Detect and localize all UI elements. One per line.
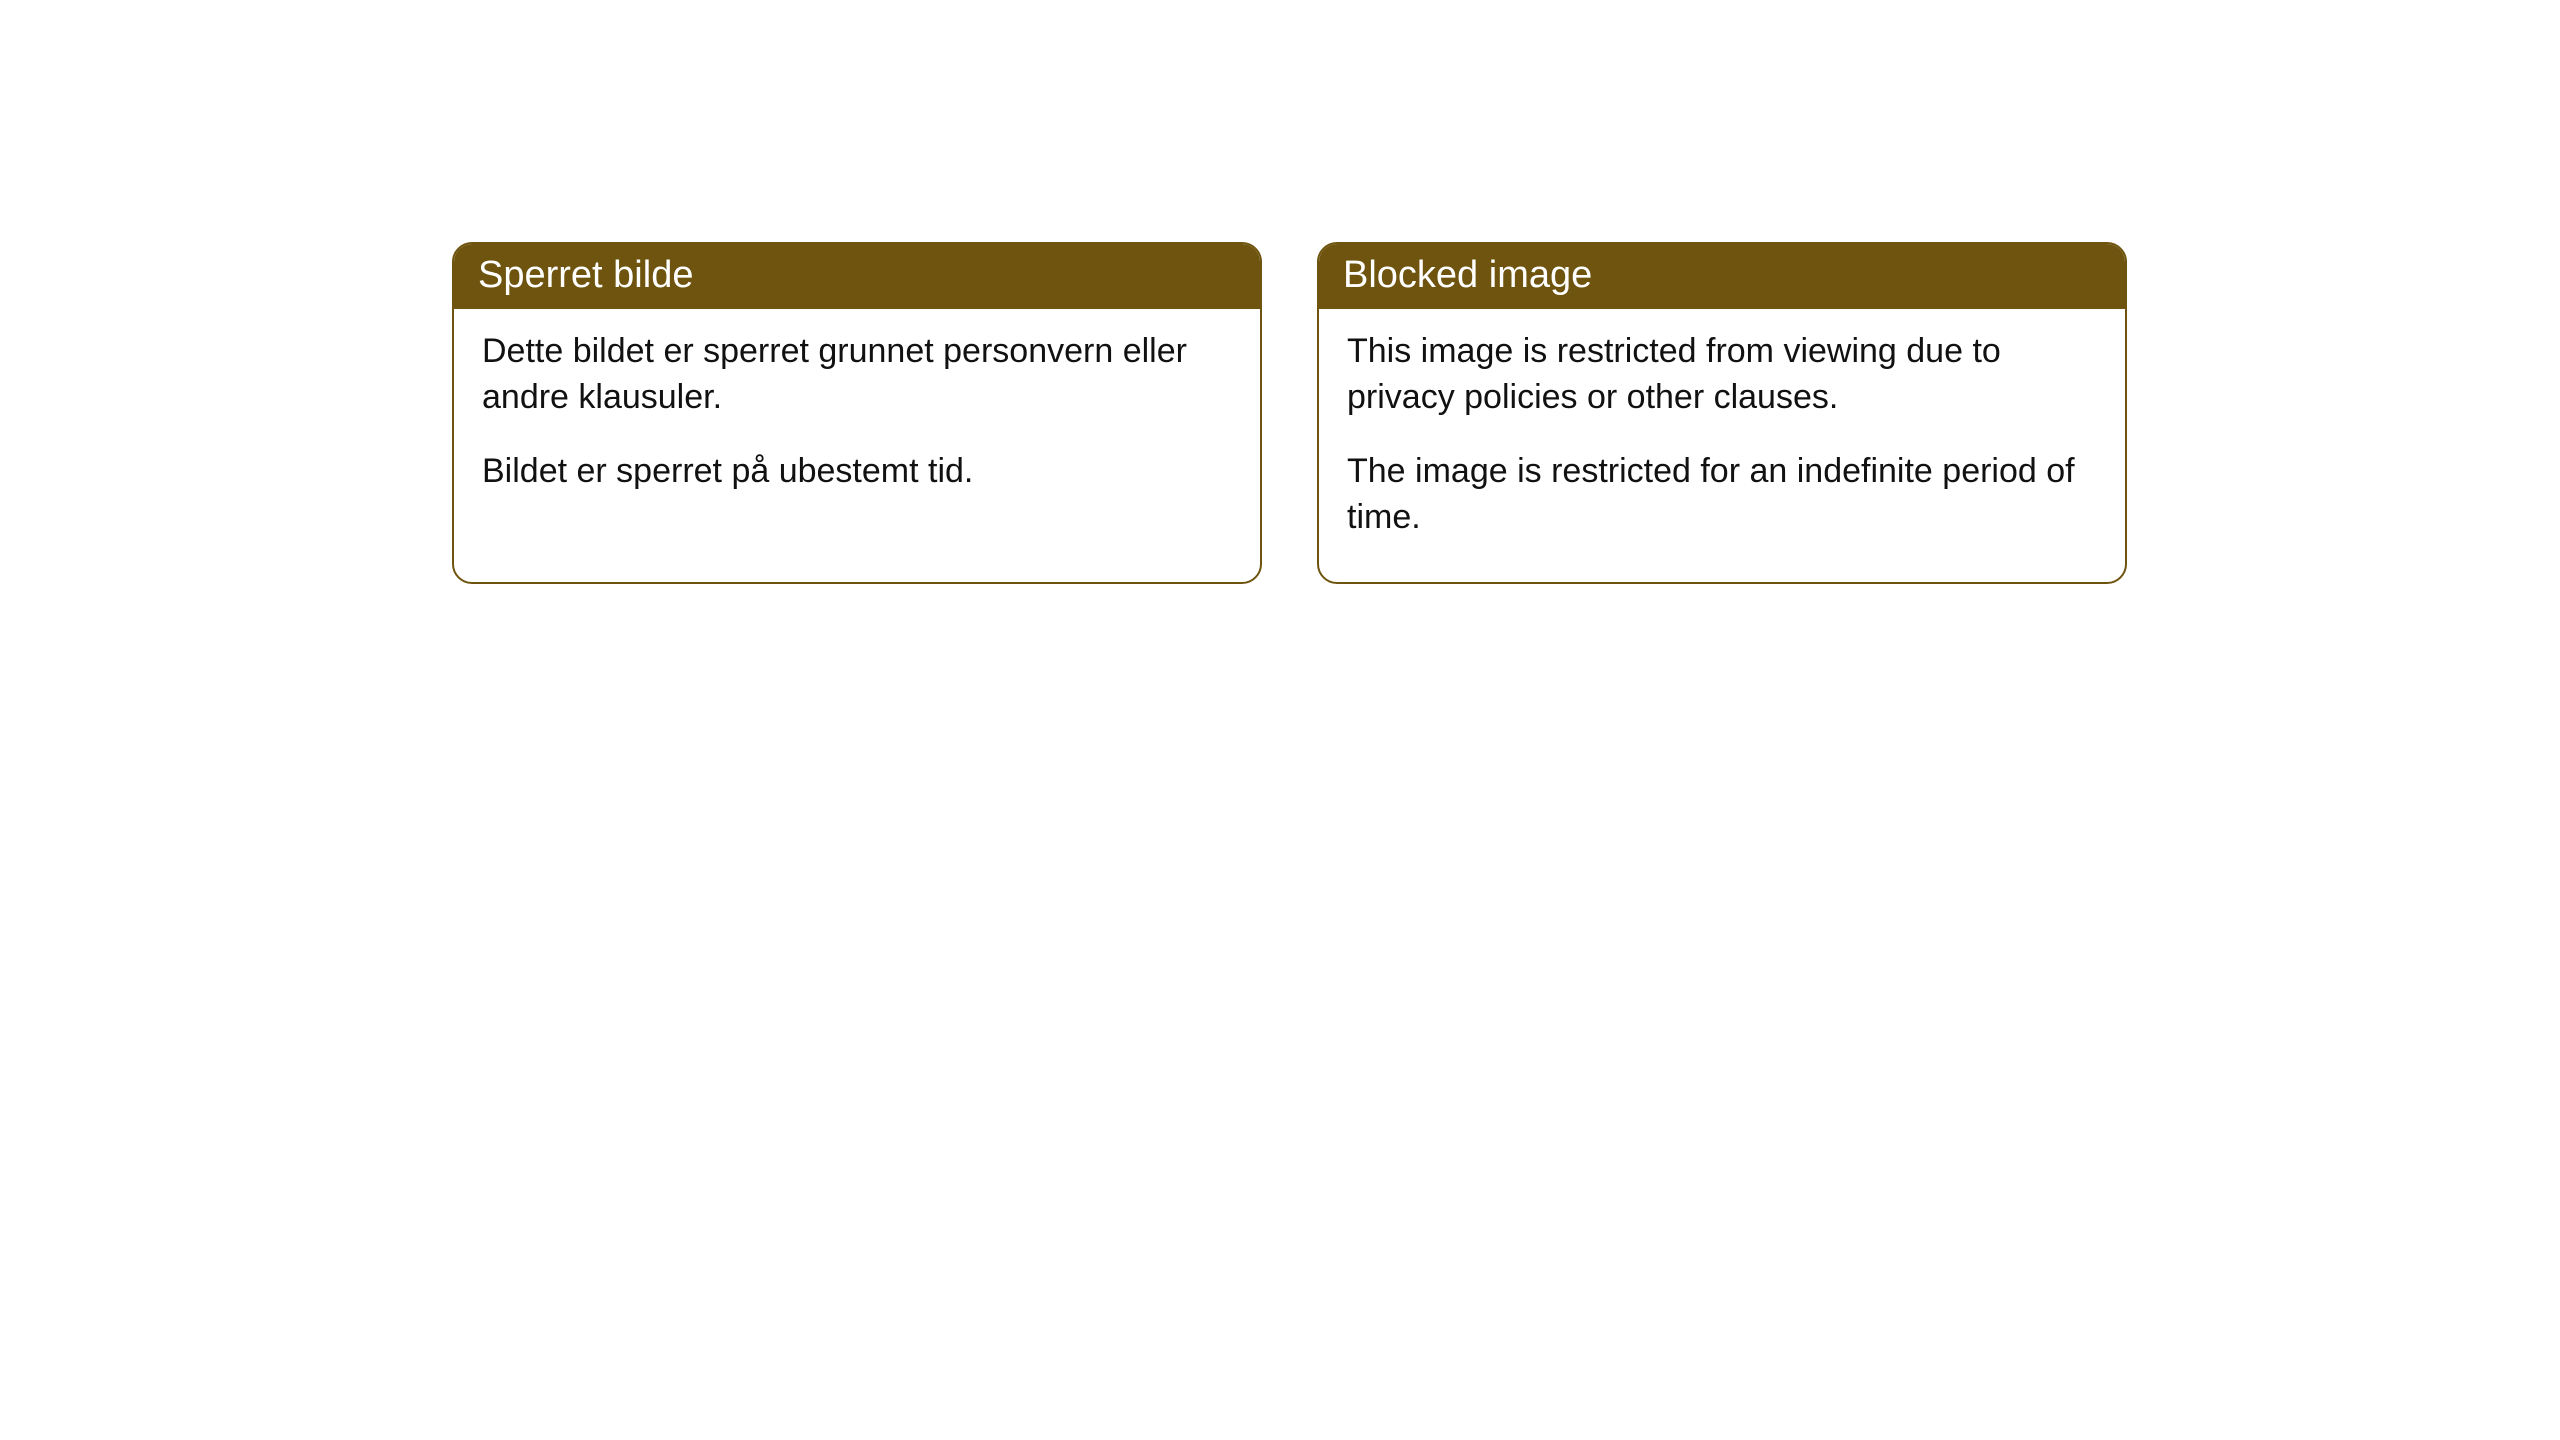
card-paragraph1-norwegian: Dette bildet er sperret grunnet personve… [482, 329, 1232, 421]
blocked-image-card-english: Blocked image This image is restricted f… [1317, 242, 2127, 584]
card-title-norwegian: Sperret bilde [478, 254, 693, 296]
card-header-norwegian: Sperret bilde [454, 244, 1260, 309]
card-body-norwegian: Dette bildet er sperret grunnet personve… [454, 309, 1260, 523]
card-paragraph1-english: This image is restricted from viewing du… [1347, 329, 2097, 421]
card-paragraph2-norwegian: Bildet er sperret på ubestemt tid. [482, 449, 1232, 495]
card-body-english: This image is restricted from viewing du… [1319, 309, 2125, 569]
card-header-english: Blocked image [1319, 244, 2125, 309]
card-paragraph2-english: The image is restricted for an indefinit… [1347, 449, 2097, 541]
card-title-english: Blocked image [1343, 254, 1592, 296]
notice-cards-container: Sperret bilde Dette bildet er sperret gr… [452, 242, 2127, 584]
blocked-image-card-norwegian: Sperret bilde Dette bildet er sperret gr… [452, 242, 1262, 584]
